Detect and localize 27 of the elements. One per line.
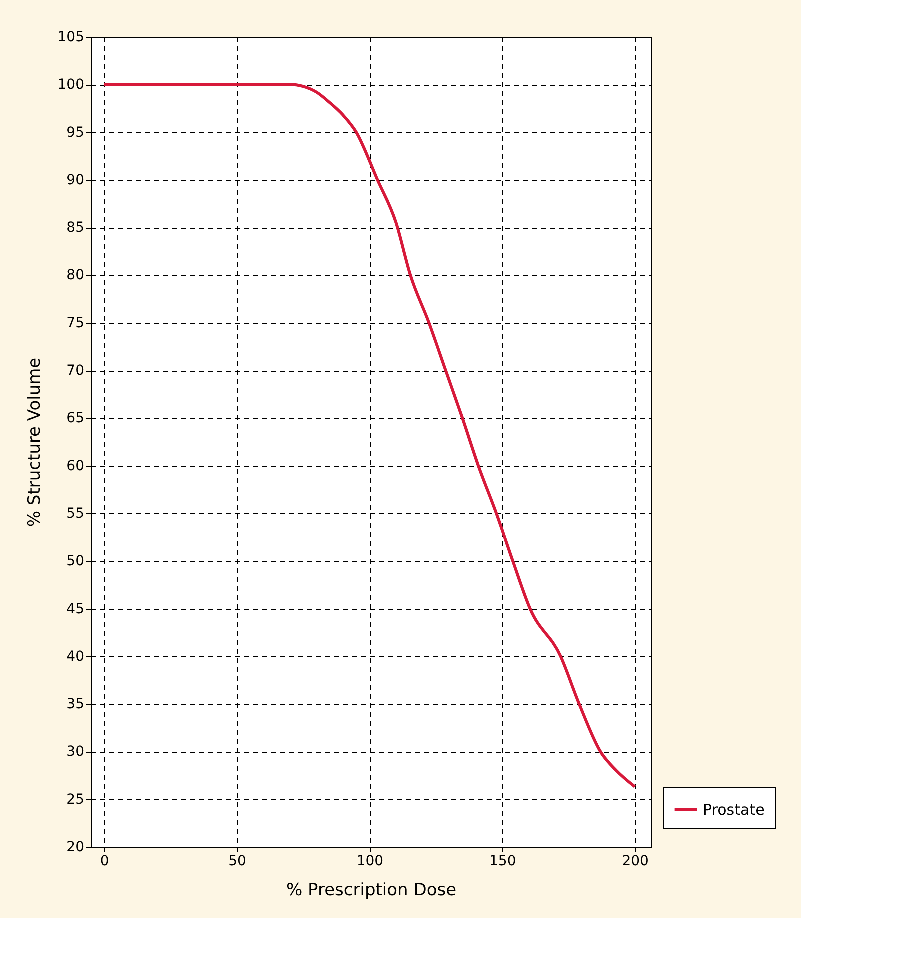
y-tick-label: 30	[66, 744, 84, 760]
y-tick-label: 90	[66, 172, 84, 188]
y-tick-label: 60	[66, 458, 84, 474]
y-tick-label: 45	[66, 601, 84, 618]
x-tick-label: 150	[490, 854, 516, 870]
x-axis-title: % Prescription Dose	[286, 880, 457, 900]
x-tick-label: 50	[228, 854, 246, 870]
x-tick-label: 100	[356, 854, 384, 870]
y-tick-label: 65	[66, 410, 84, 427]
y-tick-label: 80	[66, 268, 84, 284]
y-tick-label: 35	[66, 696, 84, 713]
y-axis-title: % Structure Volume	[24, 358, 45, 528]
x-tick-label: 0	[100, 854, 110, 870]
y-tick-label: 85	[66, 220, 84, 236]
y-tick-label: 105	[58, 30, 84, 46]
legend-label: Prostate	[703, 801, 765, 819]
y-tick-label: 50	[66, 554, 84, 570]
y-tick-label: 70	[66, 363, 84, 380]
y-tick-label: 40	[66, 648, 84, 665]
line-series	[102, 83, 637, 788]
y-tick-label: 20	[66, 840, 84, 856]
y-tick-label: 95	[66, 124, 84, 141]
y-tick-label: 25	[66, 792, 84, 808]
y-tick-label: 55	[66, 506, 84, 522]
x-tick-label: 200	[622, 854, 649, 870]
y-tick-label: 75	[66, 315, 84, 332]
y-tick-label: 100	[58, 77, 84, 94]
